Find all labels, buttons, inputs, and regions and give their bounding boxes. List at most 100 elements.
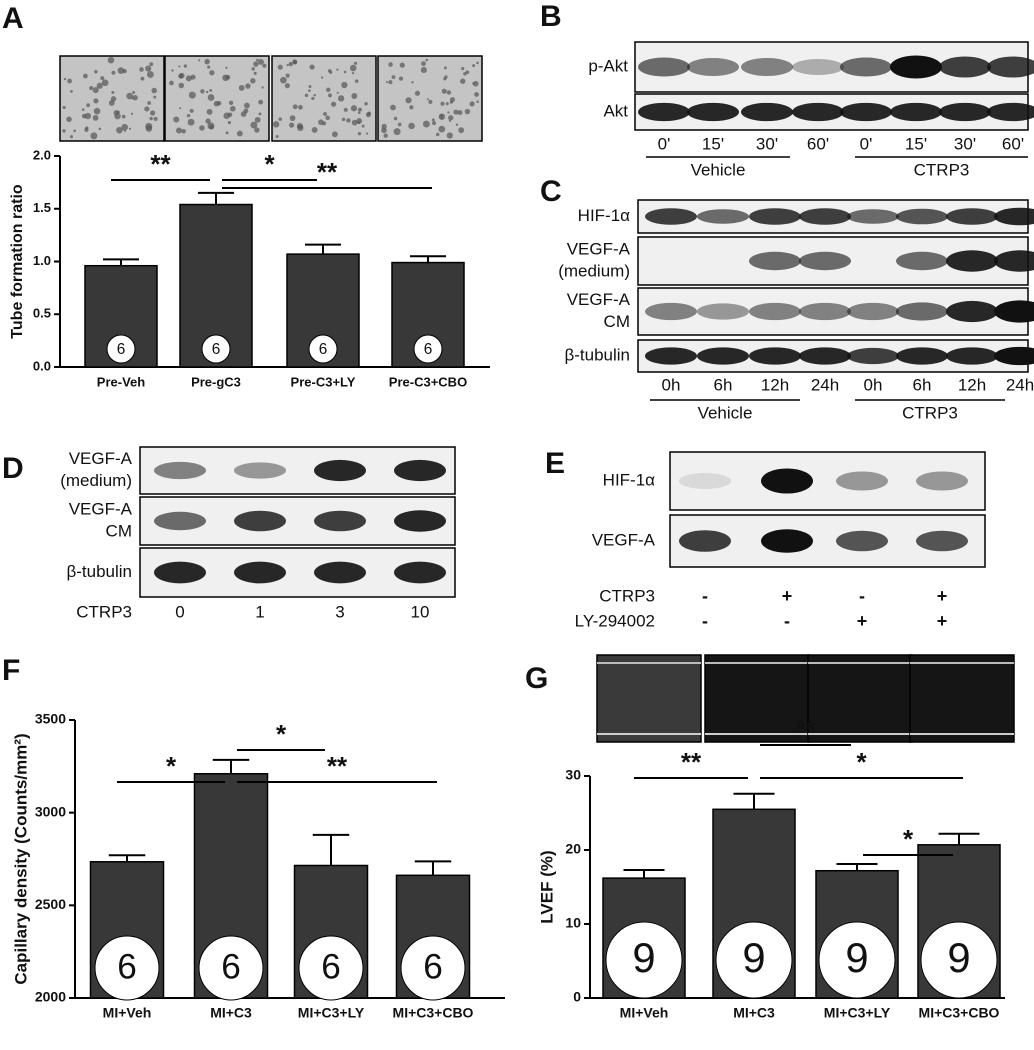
texture — [181, 128, 186, 134]
x-tick-label: MI+Veh — [620, 1005, 669, 1021]
texture — [178, 82, 185, 89]
row-label: HIF-1α — [603, 470, 656, 489]
texture — [357, 107, 362, 112]
x-tick-label: Pre-C3+LY — [291, 374, 356, 389]
band — [840, 102, 892, 122]
significance-label: * — [276, 719, 287, 749]
texture — [351, 119, 358, 126]
texture — [311, 96, 315, 101]
texture — [361, 124, 365, 128]
lane-label: 60' — [1002, 134, 1024, 153]
n-circle — [94, 935, 160, 1001]
y-tick-label: 10 — [565, 915, 581, 931]
texture — [383, 133, 388, 138]
row-label: β-tubulin — [564, 345, 630, 364]
texture — [73, 129, 76, 133]
texture — [464, 108, 471, 115]
texture — [189, 108, 194, 113]
texture — [147, 101, 152, 105]
texture — [153, 95, 157, 99]
texture — [476, 100, 479, 103]
band — [314, 459, 366, 482]
texture — [455, 123, 459, 126]
condition-sign: + — [857, 611, 868, 631]
lane-label: 0h — [662, 375, 681, 394]
texture — [190, 74, 196, 80]
texture — [144, 106, 150, 112]
band — [394, 459, 446, 482]
band — [154, 561, 206, 584]
n-circle — [308, 334, 338, 364]
band — [799, 302, 851, 321]
texture — [92, 115, 99, 121]
texture — [108, 99, 115, 106]
n-circle — [298, 935, 364, 1001]
texture — [298, 104, 303, 110]
texture — [350, 105, 358, 112]
texture — [253, 71, 257, 75]
texture — [169, 80, 174, 86]
texture — [238, 85, 245, 91]
band — [916, 530, 968, 552]
band — [987, 56, 1034, 78]
n-label: 6 — [424, 341, 433, 358]
band — [749, 208, 801, 225]
band — [792, 59, 844, 75]
texture — [393, 128, 401, 136]
group-label: Vehicle — [698, 403, 753, 422]
texture — [278, 117, 283, 121]
texture — [89, 86, 94, 91]
texture — [446, 132, 453, 139]
texture — [321, 76, 324, 79]
texture — [149, 116, 153, 121]
texture — [440, 117, 443, 120]
n-label: 6 — [221, 947, 241, 986]
texture — [354, 79, 359, 83]
texture — [131, 97, 134, 100]
x-tick-label: Pre-gC3 — [191, 374, 241, 389]
treatment-label: CTRP3 — [76, 602, 132, 621]
texture — [476, 61, 479, 65]
texture — [209, 124, 214, 130]
texture — [93, 107, 101, 115]
texture — [209, 88, 213, 92]
band — [836, 530, 888, 552]
texture — [288, 61, 294, 67]
texture — [209, 70, 215, 76]
texture — [453, 109, 459, 115]
echo-image — [596, 654, 702, 743]
n-circle — [201, 334, 231, 364]
texture — [204, 58, 210, 65]
texture — [67, 78, 73, 84]
band — [154, 461, 206, 480]
texture — [285, 73, 290, 78]
texture — [69, 135, 74, 139]
y-tick-label: 2.0 — [33, 147, 51, 162]
condition-label: LY-294002 — [575, 611, 655, 630]
texture — [292, 104, 298, 110]
texture — [81, 108, 85, 112]
texture — [472, 64, 476, 68]
band — [799, 251, 851, 271]
n-label: 6 — [117, 341, 126, 358]
band — [697, 303, 749, 320]
texture — [385, 80, 389, 84]
row-label: (medium) — [558, 261, 630, 280]
texture — [185, 75, 192, 82]
texture — [341, 81, 348, 89]
row-label: Akt — [603, 101, 628, 120]
significance-label: * — [856, 747, 867, 777]
band — [645, 302, 697, 321]
band — [697, 209, 749, 224]
texture — [183, 64, 188, 68]
texture — [262, 63, 267, 68]
texture — [288, 122, 295, 128]
significance-label: * — [903, 824, 914, 854]
texture — [457, 110, 463, 116]
n-circle — [400, 935, 466, 1001]
texture — [63, 77, 67, 81]
texture — [465, 70, 470, 75]
condition-sign: + — [937, 611, 948, 631]
texture — [228, 100, 234, 106]
x-tick-label: Pre-C3+CBO — [389, 374, 467, 389]
